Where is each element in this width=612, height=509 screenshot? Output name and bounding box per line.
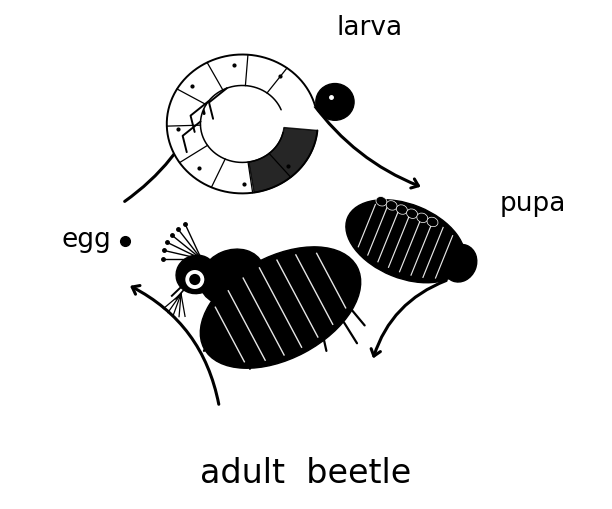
Ellipse shape [200,247,360,369]
Ellipse shape [386,201,397,211]
Text: larva: larva [337,15,403,41]
Ellipse shape [406,210,417,219]
Text: adult  beetle: adult beetle [200,456,412,489]
Ellipse shape [443,245,477,282]
Ellipse shape [200,249,264,305]
Ellipse shape [427,218,438,227]
Text: pupa: pupa [500,191,566,216]
Ellipse shape [417,214,428,223]
Circle shape [189,274,200,286]
Circle shape [185,270,205,290]
Ellipse shape [397,206,408,215]
Polygon shape [167,55,318,194]
Ellipse shape [346,201,465,283]
Ellipse shape [316,84,354,121]
Ellipse shape [176,256,217,294]
Polygon shape [249,128,318,193]
Ellipse shape [376,197,387,207]
Text: egg: egg [61,227,111,252]
